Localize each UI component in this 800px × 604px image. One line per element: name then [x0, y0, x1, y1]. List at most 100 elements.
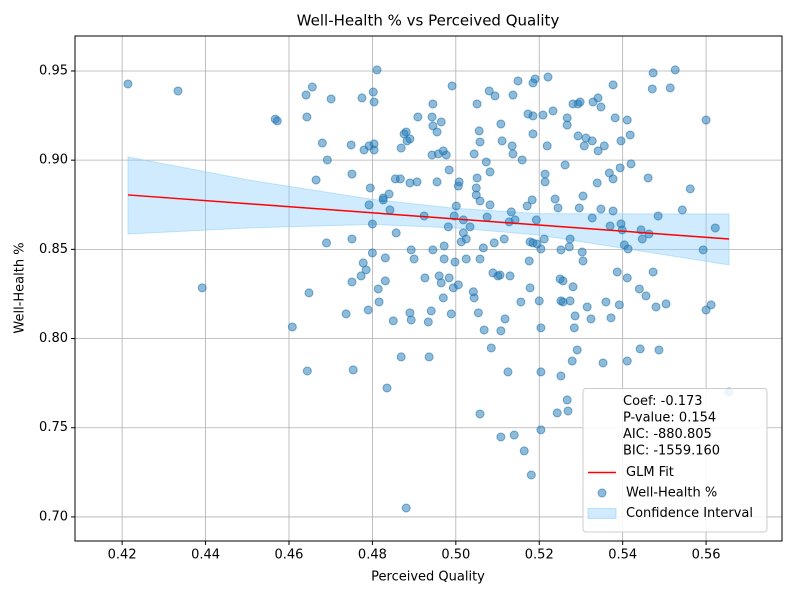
scatter-point	[406, 315, 416, 325]
scatter-point	[326, 94, 336, 104]
scatter-point	[369, 97, 379, 107]
scatter-point	[475, 254, 485, 264]
y-tick-label: 0.70	[39, 509, 68, 524]
scatter-point	[485, 167, 495, 177]
scatter-point	[447, 81, 457, 91]
scatter-point	[593, 146, 603, 156]
scatter-point	[441, 150, 451, 160]
scatter-point	[616, 136, 626, 146]
scatter-point	[677, 205, 687, 215]
scatter-point	[478, 243, 488, 253]
annotation: BIC: -1559.160	[623, 444, 720, 459]
scatter-point	[272, 116, 282, 126]
scatter-point	[525, 283, 535, 293]
y-tick-label: 0.95	[39, 63, 68, 78]
scatter-point	[574, 203, 584, 213]
scatter-point	[577, 247, 587, 257]
scatter-point	[503, 367, 513, 377]
scatter-point	[570, 311, 580, 321]
scatter-point	[526, 470, 536, 480]
legend-label: GLM Fit	[626, 465, 674, 480]
scatter-point	[405, 308, 415, 318]
scatter-point	[508, 149, 518, 159]
scatter-point	[582, 302, 592, 312]
scatter-point	[396, 352, 406, 362]
scatter-point	[540, 169, 550, 179]
scatter-point	[565, 296, 575, 306]
scatter-point	[373, 284, 383, 294]
scatter-point	[361, 265, 371, 275]
scatter-point	[469, 293, 479, 303]
x-tick-label: 0.48	[358, 548, 387, 563]
scatter-point	[534, 296, 544, 306]
annotation: P-value: 0.154	[623, 411, 716, 426]
scatter-point	[522, 201, 532, 211]
scatter-point	[622, 273, 632, 283]
scatter-point	[367, 248, 377, 258]
scatter-point	[499, 234, 509, 244]
scatter-point	[363, 305, 373, 315]
scatter-point	[565, 234, 575, 244]
scatter-point	[396, 143, 406, 153]
scatter-point	[346, 140, 356, 150]
scatter-point	[368, 87, 378, 97]
scatter-point	[489, 238, 499, 248]
scatter-point	[596, 102, 606, 112]
x-tick-label: 0.42	[108, 548, 137, 563]
scatter-point	[606, 313, 616, 323]
scatter-point	[302, 366, 312, 376]
scatter-point	[465, 222, 475, 232]
scatter-point	[530, 74, 540, 84]
scatter-point	[432, 177, 442, 187]
scatter-point	[473, 308, 483, 318]
scatter-point	[475, 409, 485, 419]
scatter-point	[439, 241, 449, 251]
scatter-point	[625, 130, 635, 140]
annotation: AIC: -880.805	[623, 427, 712, 442]
scatter-point	[622, 356, 632, 366]
scatter-point	[548, 106, 558, 116]
scatter-point	[444, 165, 454, 175]
y-tick-label: 0.90	[39, 153, 68, 168]
plot-frame	[74, 35, 783, 542]
scatter-point	[517, 155, 527, 165]
scatter-point	[472, 173, 482, 183]
scatter-point	[519, 446, 529, 456]
scatter-point	[538, 110, 548, 120]
scatter-point	[367, 219, 377, 229]
scatter-point	[311, 175, 321, 185]
scatter-point	[374, 297, 384, 307]
scatter-point	[439, 254, 449, 264]
scatter-point	[197, 283, 207, 293]
scatter-point	[428, 99, 438, 109]
scatter-point	[495, 270, 505, 280]
scatter-point	[348, 365, 358, 375]
scatter-point	[372, 65, 382, 75]
y-tick-label: 0.75	[39, 420, 68, 435]
scatter-point	[475, 196, 485, 206]
scatter-point	[653, 211, 663, 221]
scatter-point	[443, 222, 453, 232]
scatter-point	[592, 178, 602, 188]
scatter-point	[587, 136, 597, 146]
scatter-point	[481, 157, 491, 167]
scatter-point	[356, 271, 366, 281]
scatter-point	[560, 160, 570, 170]
y-axis-label: Well-Health %	[13, 242, 28, 333]
scatter-point	[562, 120, 572, 130]
scatter-point	[436, 117, 446, 127]
legend-label: Confidence Interval	[626, 506, 753, 521]
x-tick-label: 0.52	[525, 548, 554, 563]
scatter-point	[528, 111, 538, 121]
scatter-point	[598, 358, 608, 368]
scatter-point	[453, 280, 463, 290]
scatter-point	[701, 115, 711, 125]
scatter-point	[322, 238, 332, 248]
scatter-point	[648, 267, 658, 277]
scatter-point	[173, 86, 183, 96]
scatter-point	[413, 112, 423, 122]
x-tick-label: 0.56	[692, 548, 721, 563]
scatter-point	[461, 234, 471, 244]
scatter-point	[496, 119, 506, 129]
scatter-point	[509, 430, 519, 440]
